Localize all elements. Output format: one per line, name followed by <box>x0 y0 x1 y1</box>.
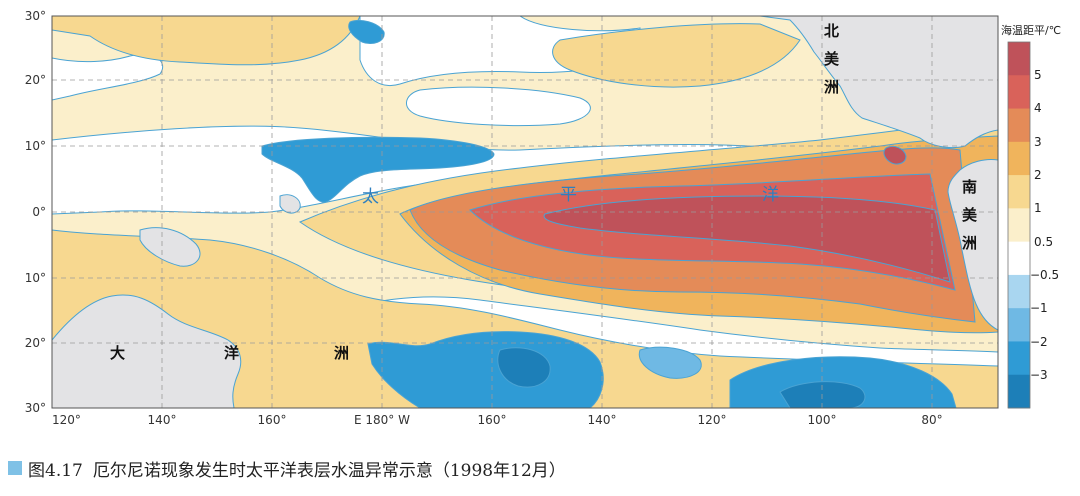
legend-swatch <box>1008 341 1030 375</box>
legend-label: −3 <box>1030 368 1048 382</box>
legend-label: 1 <box>1034 201 1042 215</box>
continent-char: 洲 <box>334 344 349 362</box>
lat-label: 0° <box>32 205 46 219</box>
continent-char: 洲 <box>824 78 839 96</box>
legend-label: 3 <box>1034 135 1042 149</box>
legend-label: −1 <box>1030 301 1048 315</box>
legend-swatch <box>1008 375 1030 409</box>
ocean-char: 太 <box>362 187 379 207</box>
legend-label: −2 <box>1030 335 1048 349</box>
lon-label: 140° <box>148 413 177 427</box>
lon-label: E 180° W <box>354 413 410 427</box>
continent-char: 洋 <box>224 344 239 362</box>
continent-char: 大 <box>110 344 125 362</box>
legend-label: 5 <box>1034 68 1042 82</box>
legend-swatch <box>1008 308 1030 342</box>
legend: 海温距平/℃ 5 4 3 2 1 0.5 −0.5 −1 −2 −3 <box>1001 23 1061 409</box>
sst-anomaly-map: 30° 20° 10° 0° 10° 20° 30° 120° 140° 160… <box>0 0 1080 452</box>
lat-label: 10° <box>25 271 46 285</box>
figure-caption: 图4.17 厄尔尼诺现象发生时太平洋表层水温异常示意（1998年12月） <box>8 456 566 480</box>
lon-label: 160° <box>478 413 507 427</box>
continent-char: 洲 <box>962 234 977 252</box>
legend-swatch <box>1008 75 1030 109</box>
lon-label: 120° <box>52 413 81 427</box>
caption-marker-icon <box>8 461 22 475</box>
ocean-char: 洋 <box>762 185 779 205</box>
continent-char: 北 <box>824 22 839 40</box>
legend-labels: 5 4 3 2 1 0.5 −0.5 −1 −2 −3 <box>1030 68 1059 382</box>
legend-swatch <box>1008 208 1030 242</box>
lat-label: 20° <box>25 336 46 350</box>
legend-swatch <box>1008 242 1030 276</box>
figure-number: 图4.17 <box>28 456 83 481</box>
lon-label: 80° <box>921 413 942 427</box>
lat-label: 30° <box>25 9 46 23</box>
lat-label: 30° <box>25 401 46 415</box>
ocean-char: 平 <box>560 185 577 205</box>
lat-label: 10° <box>25 139 46 153</box>
lon-label: 140° <box>588 413 617 427</box>
lon-labels: 120° 140° 160° E 180° W 160° 140° 120° 1… <box>52 413 943 427</box>
continent-char: 美 <box>962 206 978 224</box>
continent-label-north-america: 北 美 洲 <box>824 22 840 96</box>
legend-title: 海温距平/℃ <box>1001 23 1061 37</box>
caption-text: 厄尔尼诺现象发生时太平洋表层水温异常示意（1998年12月） <box>93 456 566 481</box>
legend-swatch <box>1008 142 1030 176</box>
legend-swatch <box>1008 42 1030 76</box>
legend-label: 2 <box>1034 168 1042 182</box>
legend-swatch <box>1008 175 1030 209</box>
lat-labels: 30° 20° 10° 0° 10° 20° 30° <box>25 9 46 415</box>
legend-swatch <box>1008 275 1030 309</box>
lat-label: 20° <box>25 73 46 87</box>
legend-label: 0.5 <box>1034 235 1053 249</box>
legend-swatch <box>1008 109 1030 143</box>
legend-swatches <box>1008 42 1030 409</box>
lon-label: 100° <box>808 413 837 427</box>
continent-label-south-america: 南 美 洲 <box>962 178 978 252</box>
lon-label: 160° <box>258 413 287 427</box>
lon-label: 120° <box>698 413 727 427</box>
legend-label: −0.5 <box>1030 268 1059 282</box>
legend-label: 4 <box>1034 101 1042 115</box>
continent-char: 南 <box>962 178 977 196</box>
continent-char: 美 <box>824 50 840 68</box>
